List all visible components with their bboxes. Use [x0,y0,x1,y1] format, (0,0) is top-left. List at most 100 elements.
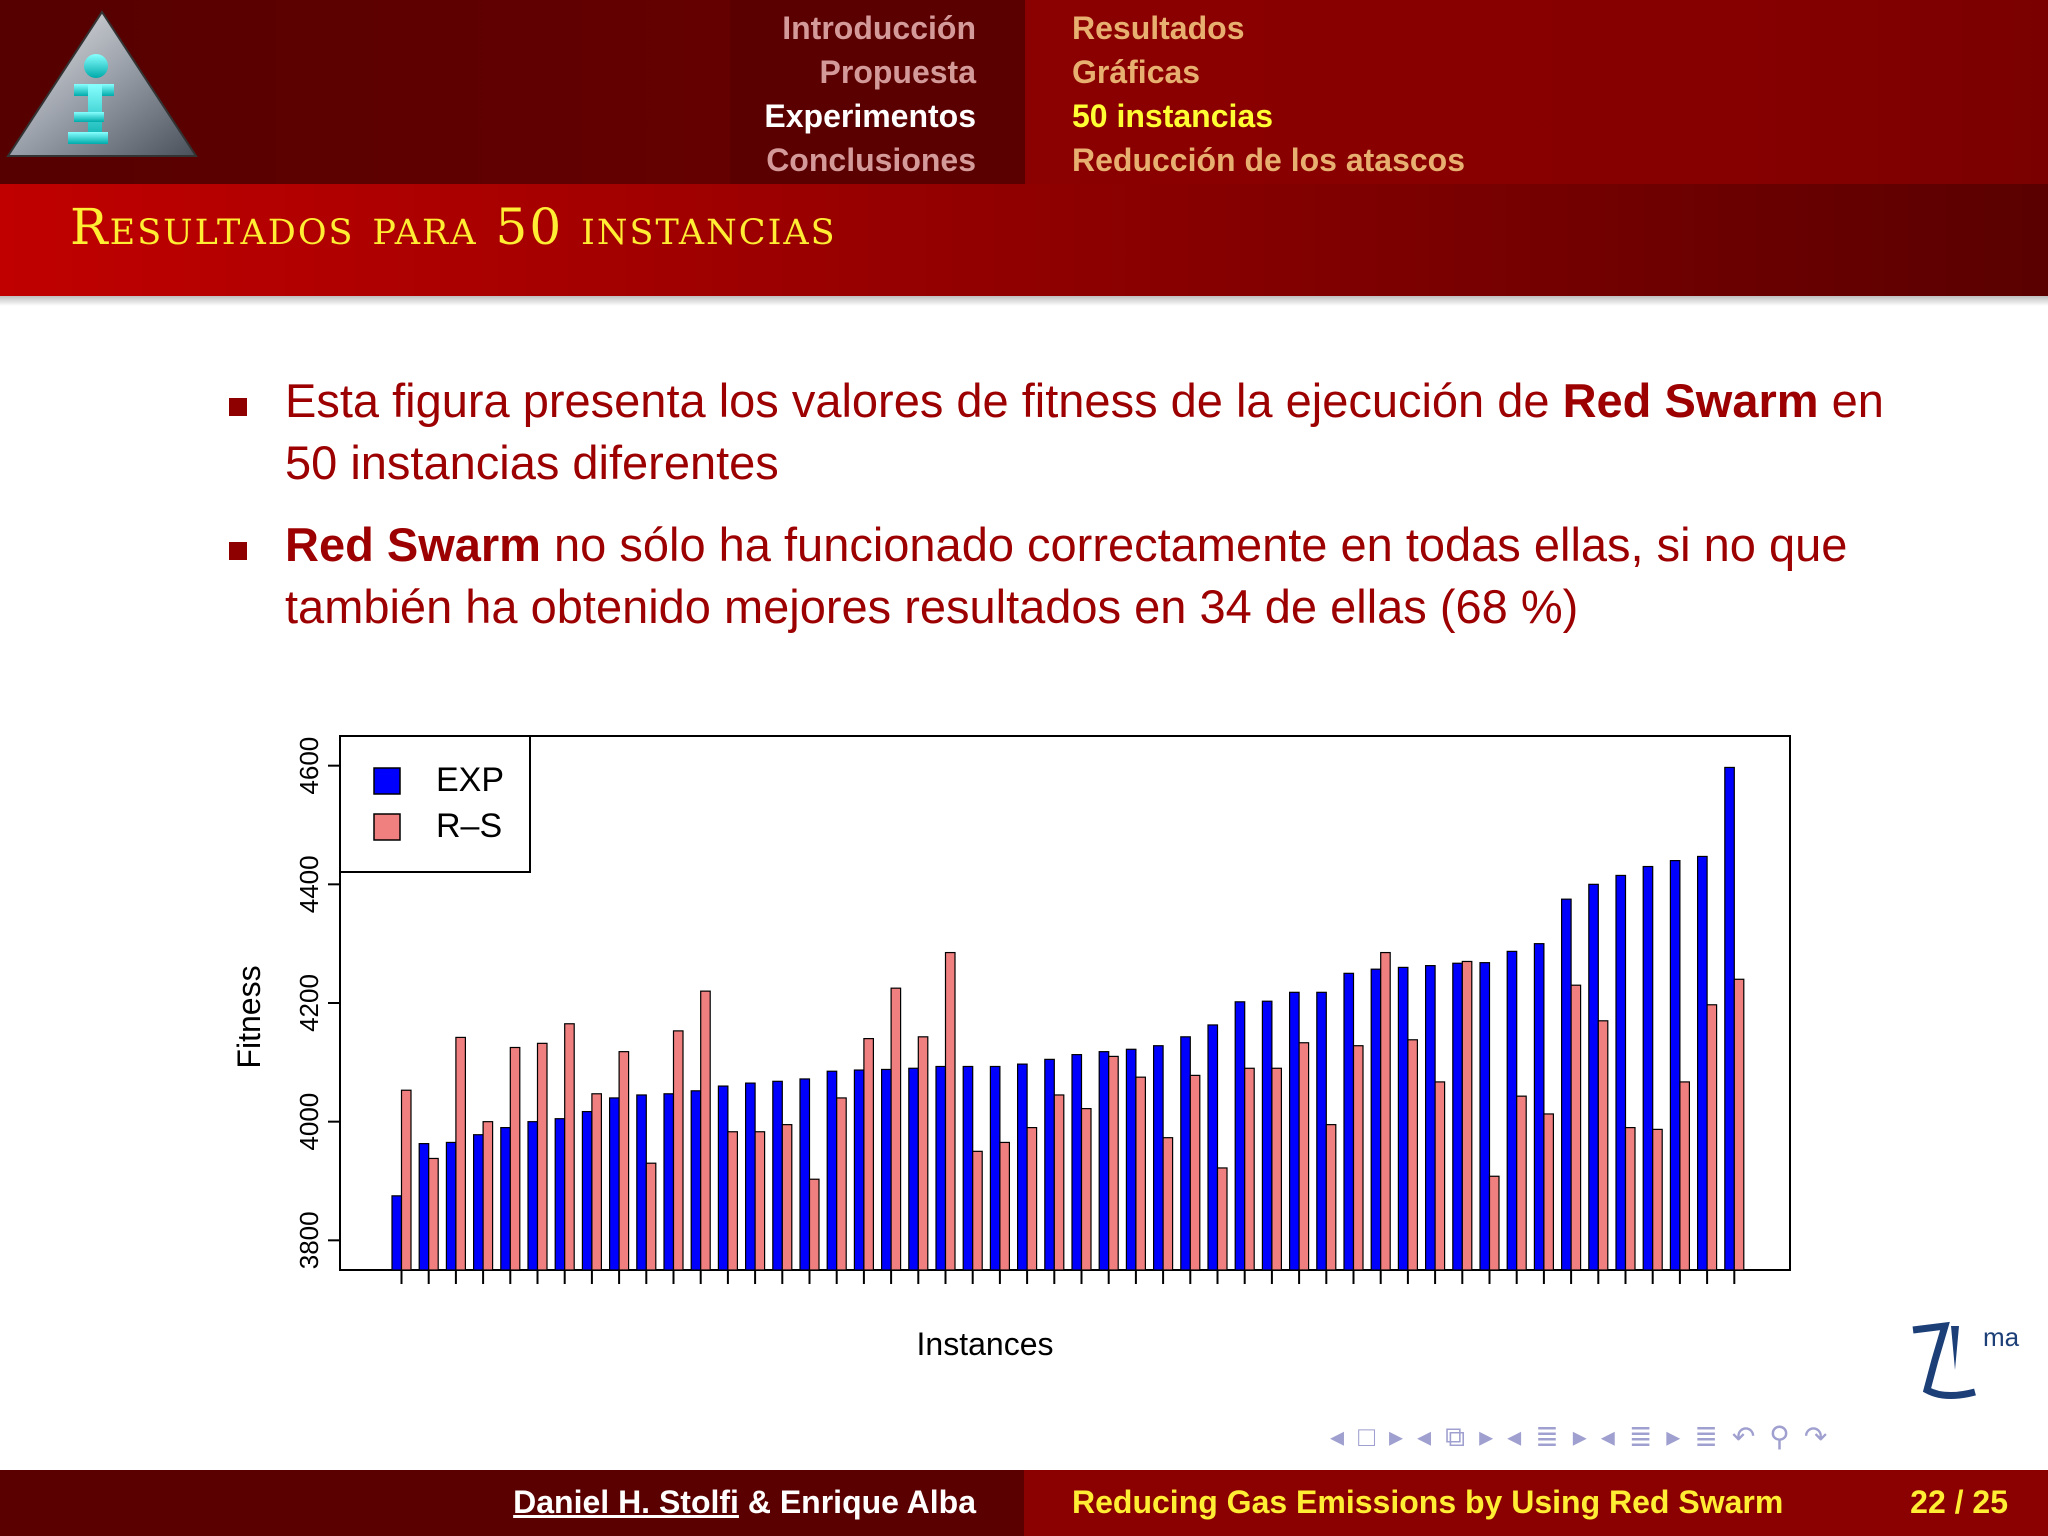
bar-exp [1343,972,1355,1271]
bar-rs [1570,984,1582,1271]
nav-subsections-bg [1025,0,2048,184]
bullet-item: Red Swarm no sólo ha funcionado correcta… [225,514,1905,638]
bar-exp [1424,965,1436,1271]
bar-exp [1125,1048,1137,1271]
bar-rs [1407,1039,1419,1271]
bar-exp [1288,991,1300,1271]
bar-exp [636,1094,647,1271]
nav-sections: Introducción Propuesta Experimentos Conclus… [764,6,976,182]
nav-subsection-3[interactable]: Reducción de los atascos [1072,142,1466,178]
bar-rs [917,1036,929,1271]
bar-rs [1080,1108,1092,1271]
nav-symbol-0[interactable]: ◂ [1330,1421,1345,1452]
bar-exp [1370,968,1382,1271]
frame-title-bar [0,184,2048,306]
nav-section-1[interactable]: Propuesta [819,54,976,90]
bar-exp [527,1121,539,1271]
nav-subsection-1[interactable]: Gráficas [1072,54,1201,90]
bullet-text-pre: Esta figura presenta los valores de fitn… [285,374,1563,427]
bar-exp [1588,883,1599,1271]
bar-exp [663,1093,675,1271]
nav-symbol-2[interactable]: ▸ [1388,1421,1404,1452]
nav-symbol-7[interactable]: ≣ [1535,1421,1559,1452]
nav-symbol-10[interactable]: ≣ [1628,1421,1653,1452]
nav-symbol-1[interactable]: □ [1358,1421,1375,1452]
nav-subsection-2[interactable]: 50 instancias [1072,98,1273,134]
bar-exp [1506,950,1518,1271]
bar-exp [853,1069,865,1271]
bullet-item: Esta figura presenta los valores de fitn… [225,370,1905,494]
nav-symbol-4[interactable]: ⧉ [1445,1421,1466,1452]
nav-subsection-0[interactable]: Resultados [1072,10,1245,46]
y-axis-label: Fitness [231,965,267,1068]
bar-exp [989,1065,1001,1271]
bar-rs [536,1042,548,1271]
bar-rs [455,1036,466,1271]
bar-exp [1316,991,1327,1271]
bar-exp [1533,943,1545,1271]
nav-symbol-8[interactable]: ▸ [1572,1421,1587,1452]
bar-exp [1479,962,1491,1271]
nav-section-0[interactable]: Introducción [782,10,976,46]
bar-rs [591,1093,602,1271]
nav-subsections: Resultados Gráficas 50 instancias Reducción… [1072,6,1465,182]
bullet-list: Esta figura presenta los valores de fitn… [225,370,1905,658]
nav-symbol-14[interactable]: ⚲ [1769,1421,1790,1452]
bar-rs [836,1097,847,1271]
bar-exp [1234,1001,1246,1271]
fitness-bar-chart: 3800 4000 4200 4400 4600 Fitness Instances EXP R… [231,735,1791,1360]
bar-rs [1244,1067,1255,1271]
y-tick-label: 4200 [294,974,324,1032]
bar-exp [1071,1054,1083,1271]
nav-symbol-3[interactable]: ◂ [1417,1421,1432,1452]
bar-rs [1053,1094,1065,1271]
bar-exp [391,1195,403,1271]
bar-exp [1669,860,1681,1271]
bar-rs [972,1150,983,1271]
bar-rs [808,1178,820,1271]
bar-rs [1352,1045,1364,1271]
bar-rs [1434,1081,1446,1271]
bar-exp [1098,1051,1110,1271]
bar-rs [400,1089,412,1271]
nav-symbol-9[interactable]: ◂ [1600,1421,1615,1452]
legend-label: EXP [436,761,504,799]
nav-section-3[interactable]: Conclusiones [766,142,976,178]
y-tick-label: 3800 [294,1211,324,1269]
bar-rs [482,1121,494,1271]
y-tick-label: 4400 [294,855,324,913]
nav-section-2[interactable]: Experimentos [764,98,976,134]
bar-exp [772,1080,783,1271]
footer-author-main: Daniel H. Stolfi [513,1484,739,1520]
bar-rs [1461,960,1473,1271]
bar-exp [418,1143,430,1271]
bullet-square-icon [229,398,247,416]
nav-symbol-5[interactable]: ▸ [1479,1421,1494,1452]
bar-exp [1560,898,1572,1271]
bar-exp [1452,962,1463,1271]
nav-symbol-13[interactable]: ↶ [1731,1421,1756,1452]
bullet-text-bold: Red Swarm [1562,374,1819,427]
bar-exp [581,1110,593,1271]
nav-symbol-11[interactable]: ▸ [1666,1421,1681,1452]
bar-exp [500,1127,511,1271]
institute-logo-icon [6,10,198,157]
bar-exp [908,1067,919,1271]
nav-symbol-15[interactable]: ↷ [1803,1421,1828,1452]
bar-rs [1298,1042,1310,1271]
bar-exp [1180,1036,1191,1271]
bar-rs [1325,1124,1337,1271]
bar-exp [935,1065,947,1271]
bar-rs [1135,1076,1147,1271]
bar-exp [554,1118,566,1271]
bar-rs [1189,1074,1201,1271]
legend-swatch [373,767,401,795]
bar-rs [428,1157,439,1271]
footer-talk-title: Reducing Gas Emissions by Using Red Swar… [1072,1484,1784,1520]
bar-rs [672,1030,684,1271]
frame-title: Resultados para 50 instancias [70,198,837,256]
nav-symbol-12[interactable]: ≣ [1694,1421,1718,1452]
uma-logo-icon: ma [1912,1321,2020,1399]
bar-rs [863,1038,875,1271]
nav-symbol-6[interactable]: ◂ [1507,1421,1522,1452]
